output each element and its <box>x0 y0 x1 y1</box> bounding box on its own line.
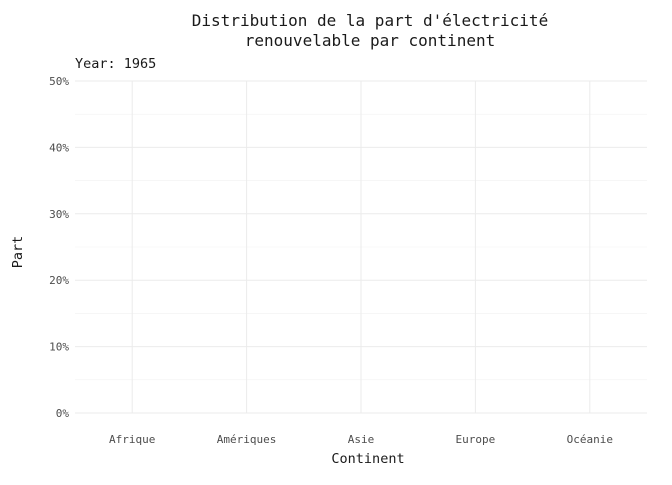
y-tick-label: 50% <box>49 75 69 88</box>
y-tick-label: 30% <box>49 208 69 221</box>
y-tick-label: 40% <box>49 141 69 154</box>
x-axis-ticks: Afrique Amériques Asie Europe Océanie <box>109 433 613 446</box>
y-tick-label: 20% <box>49 274 69 287</box>
x-tick-label: Afrique <box>109 433 155 446</box>
x-tick-label: Amériques <box>217 433 277 446</box>
y-axis-ticks: 0% 10% 20% 30% 40% 50% <box>49 75 69 420</box>
grid-layer <box>75 80 647 414</box>
chart-title-line1: Distribution de la part d'électricité <box>192 11 548 30</box>
x-tick-label: Asie <box>348 433 375 446</box>
y-tick-label: 0% <box>56 407 70 420</box>
x-tick-label: Europe <box>456 433 496 446</box>
chart-title-line2: renouvelable par continent <box>245 31 495 50</box>
x-tick-label: Océanie <box>567 433 613 446</box>
chart-subtitle: Year: 1965 <box>75 56 156 72</box>
y-tick-label: 10% <box>49 341 69 354</box>
y-axis-title: Part <box>10 236 26 269</box>
x-axis-title: Continent <box>331 451 404 467</box>
